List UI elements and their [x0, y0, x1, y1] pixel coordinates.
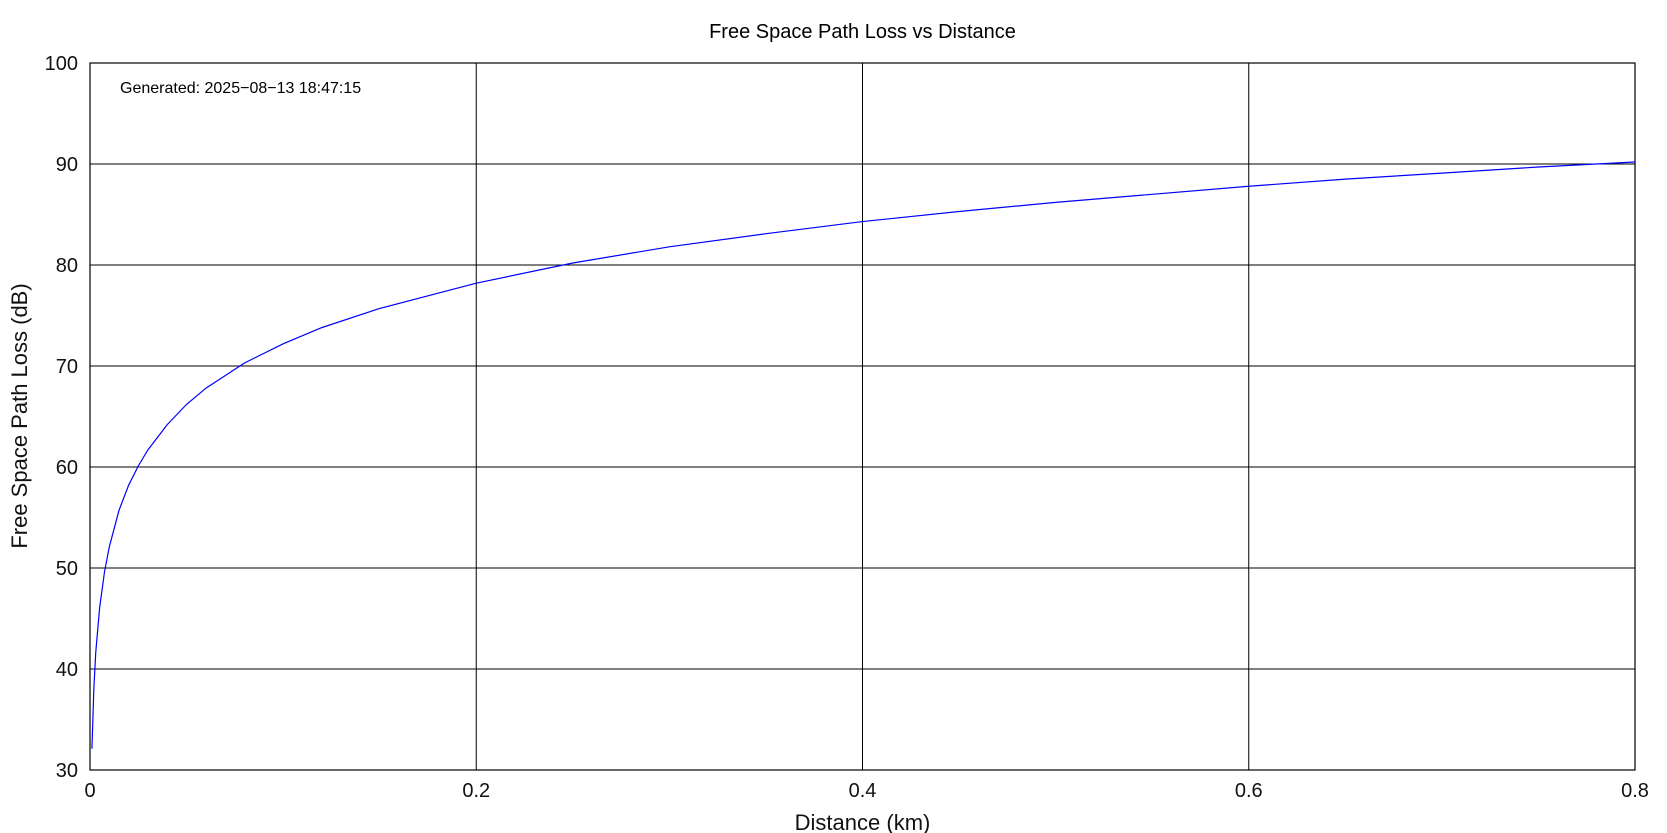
y-tick-label: 100 [45, 53, 78, 75]
x-axis-label: Distance (km) [795, 810, 931, 833]
chart-title: Free Space Path Loss vs Distance [709, 21, 1016, 43]
y-tick-label: 40 [56, 659, 78, 681]
x-tick-label: 0.4 [849, 780, 877, 802]
grid [90, 63, 1635, 770]
y-axis-label: Free Space Path Loss (dB) [7, 283, 32, 548]
x-tick-label: 0.2 [462, 780, 490, 802]
x-tick-label: 0 [84, 780, 95, 802]
y-tick-label: 60 [56, 457, 78, 479]
plot-frame [89, 62, 1636, 771]
x-tick-label: 0.8 [1621, 780, 1649, 802]
y-tick-label: 90 [56, 154, 78, 176]
tick-labels: 0 0.2 0.4 0.6 0.8 30 40 50 60 70 80 90 100 [45, 53, 1649, 802]
generated-annotation: Generated: 2025−08−13 18:47:15 [120, 80, 361, 97]
y-tick-label: 30 [56, 760, 78, 782]
y-tick-label: 70 [56, 356, 78, 378]
series-line [91, 161, 1636, 749]
y-tick-label: 80 [56, 255, 78, 277]
x-tick-label: 0.6 [1235, 780, 1263, 802]
y-tick-label: 50 [56, 558, 78, 580]
